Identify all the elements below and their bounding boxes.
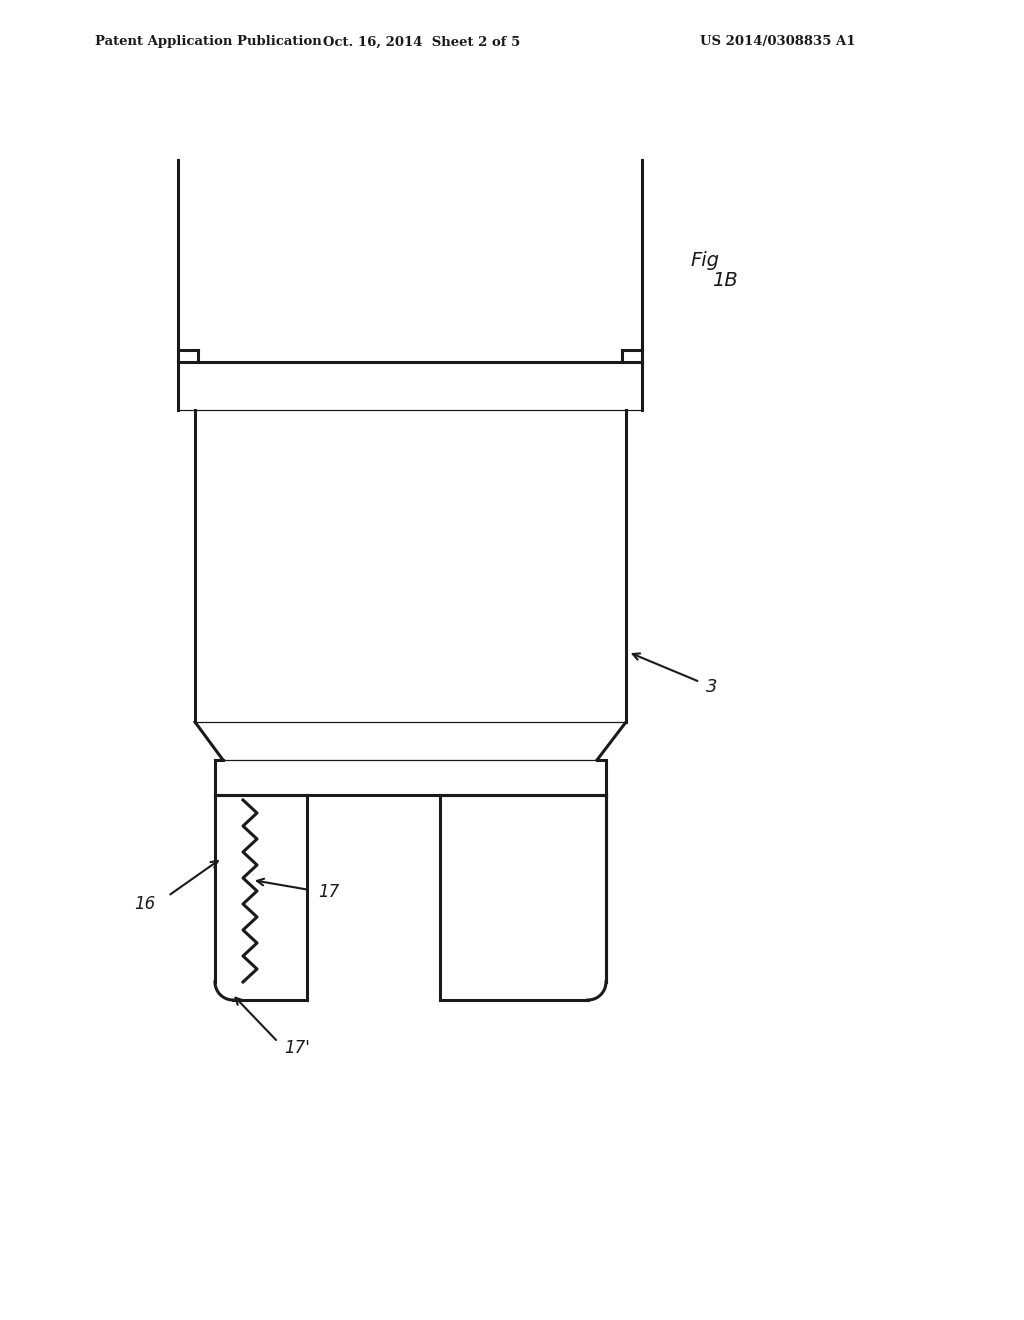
Text: 1B: 1B: [712, 271, 737, 289]
Text: Patent Application Publication: Patent Application Publication: [95, 36, 322, 49]
Text: Oct. 16, 2014  Sheet 2 of 5: Oct. 16, 2014 Sheet 2 of 5: [324, 36, 520, 49]
Text: 17': 17': [284, 1039, 310, 1057]
Text: US 2014/0308835 A1: US 2014/0308835 A1: [700, 36, 855, 49]
Text: 17: 17: [318, 883, 339, 902]
Text: 16: 16: [134, 895, 155, 913]
Text: Fig: Fig: [690, 251, 719, 269]
Text: 3: 3: [706, 678, 718, 696]
